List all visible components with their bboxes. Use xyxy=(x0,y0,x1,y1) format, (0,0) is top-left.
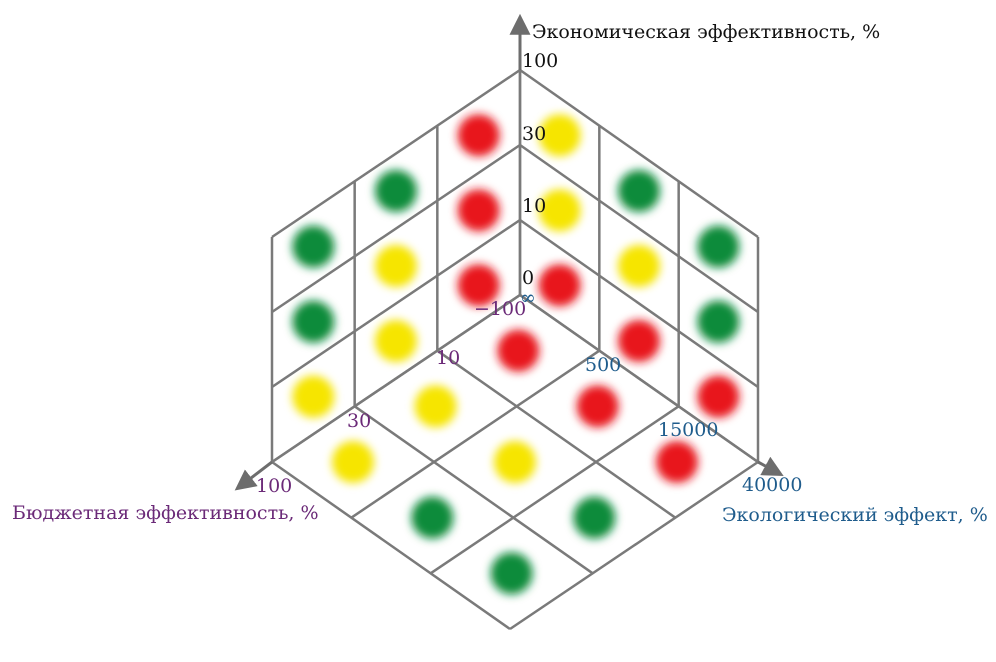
dot xyxy=(618,245,660,287)
grid-line xyxy=(519,68,759,239)
dot xyxy=(697,300,740,343)
dot xyxy=(332,441,374,483)
tick-label: 100 xyxy=(522,50,558,72)
right-axis-title: Экологический эффект, % xyxy=(722,504,988,526)
dot xyxy=(414,385,457,428)
tick-label: 15000 xyxy=(658,419,718,441)
vertical-axis-title: Экономическая эффективность, % xyxy=(532,21,880,43)
dot xyxy=(538,264,581,307)
dot xyxy=(538,189,581,232)
left-axis-title: Бюджетная эффективность, % xyxy=(12,502,319,524)
dot xyxy=(497,329,540,372)
tick-label: ∞ xyxy=(520,287,536,309)
tick-label: 10 xyxy=(436,347,460,369)
grid-line xyxy=(353,405,594,575)
dot xyxy=(656,441,698,483)
dots xyxy=(292,114,740,595)
tick-label: 30 xyxy=(347,410,371,432)
tick-label: 40000 xyxy=(742,474,802,496)
dot xyxy=(618,320,660,362)
dot xyxy=(292,300,335,343)
dot xyxy=(375,320,417,362)
dot xyxy=(292,375,335,418)
grid-line xyxy=(519,218,759,389)
dot xyxy=(411,496,454,539)
tick-label: 100 xyxy=(256,475,292,497)
grid-line xyxy=(271,460,511,631)
grid-line xyxy=(436,349,677,519)
dot xyxy=(457,264,500,307)
dot xyxy=(375,245,417,287)
dot xyxy=(573,496,616,539)
grid-line xyxy=(271,218,521,389)
grid-line xyxy=(271,293,521,464)
dot xyxy=(494,441,536,483)
dot xyxy=(697,375,740,418)
grid-line xyxy=(350,349,601,519)
tick-label: 10 xyxy=(522,195,546,217)
grid-line xyxy=(271,68,521,239)
dot xyxy=(618,170,660,212)
tick-label: 0 xyxy=(522,267,534,289)
dot xyxy=(576,385,619,428)
tick-label: −100 xyxy=(474,298,526,320)
tick-label: 500 xyxy=(585,354,621,376)
grid xyxy=(270,68,760,631)
grid-line xyxy=(519,143,759,314)
dot xyxy=(538,114,581,157)
tick-label: 30 xyxy=(522,123,546,145)
grid-line xyxy=(429,405,680,575)
right-arrow xyxy=(757,456,784,477)
dot xyxy=(457,189,500,232)
dot xyxy=(490,552,533,595)
dot xyxy=(697,225,740,268)
dot xyxy=(375,170,417,212)
dot xyxy=(457,114,500,157)
grid-line xyxy=(519,293,759,464)
left-arrow xyxy=(234,460,273,491)
grid-line xyxy=(509,460,759,631)
grid-line xyxy=(271,143,521,314)
dot xyxy=(292,225,335,268)
